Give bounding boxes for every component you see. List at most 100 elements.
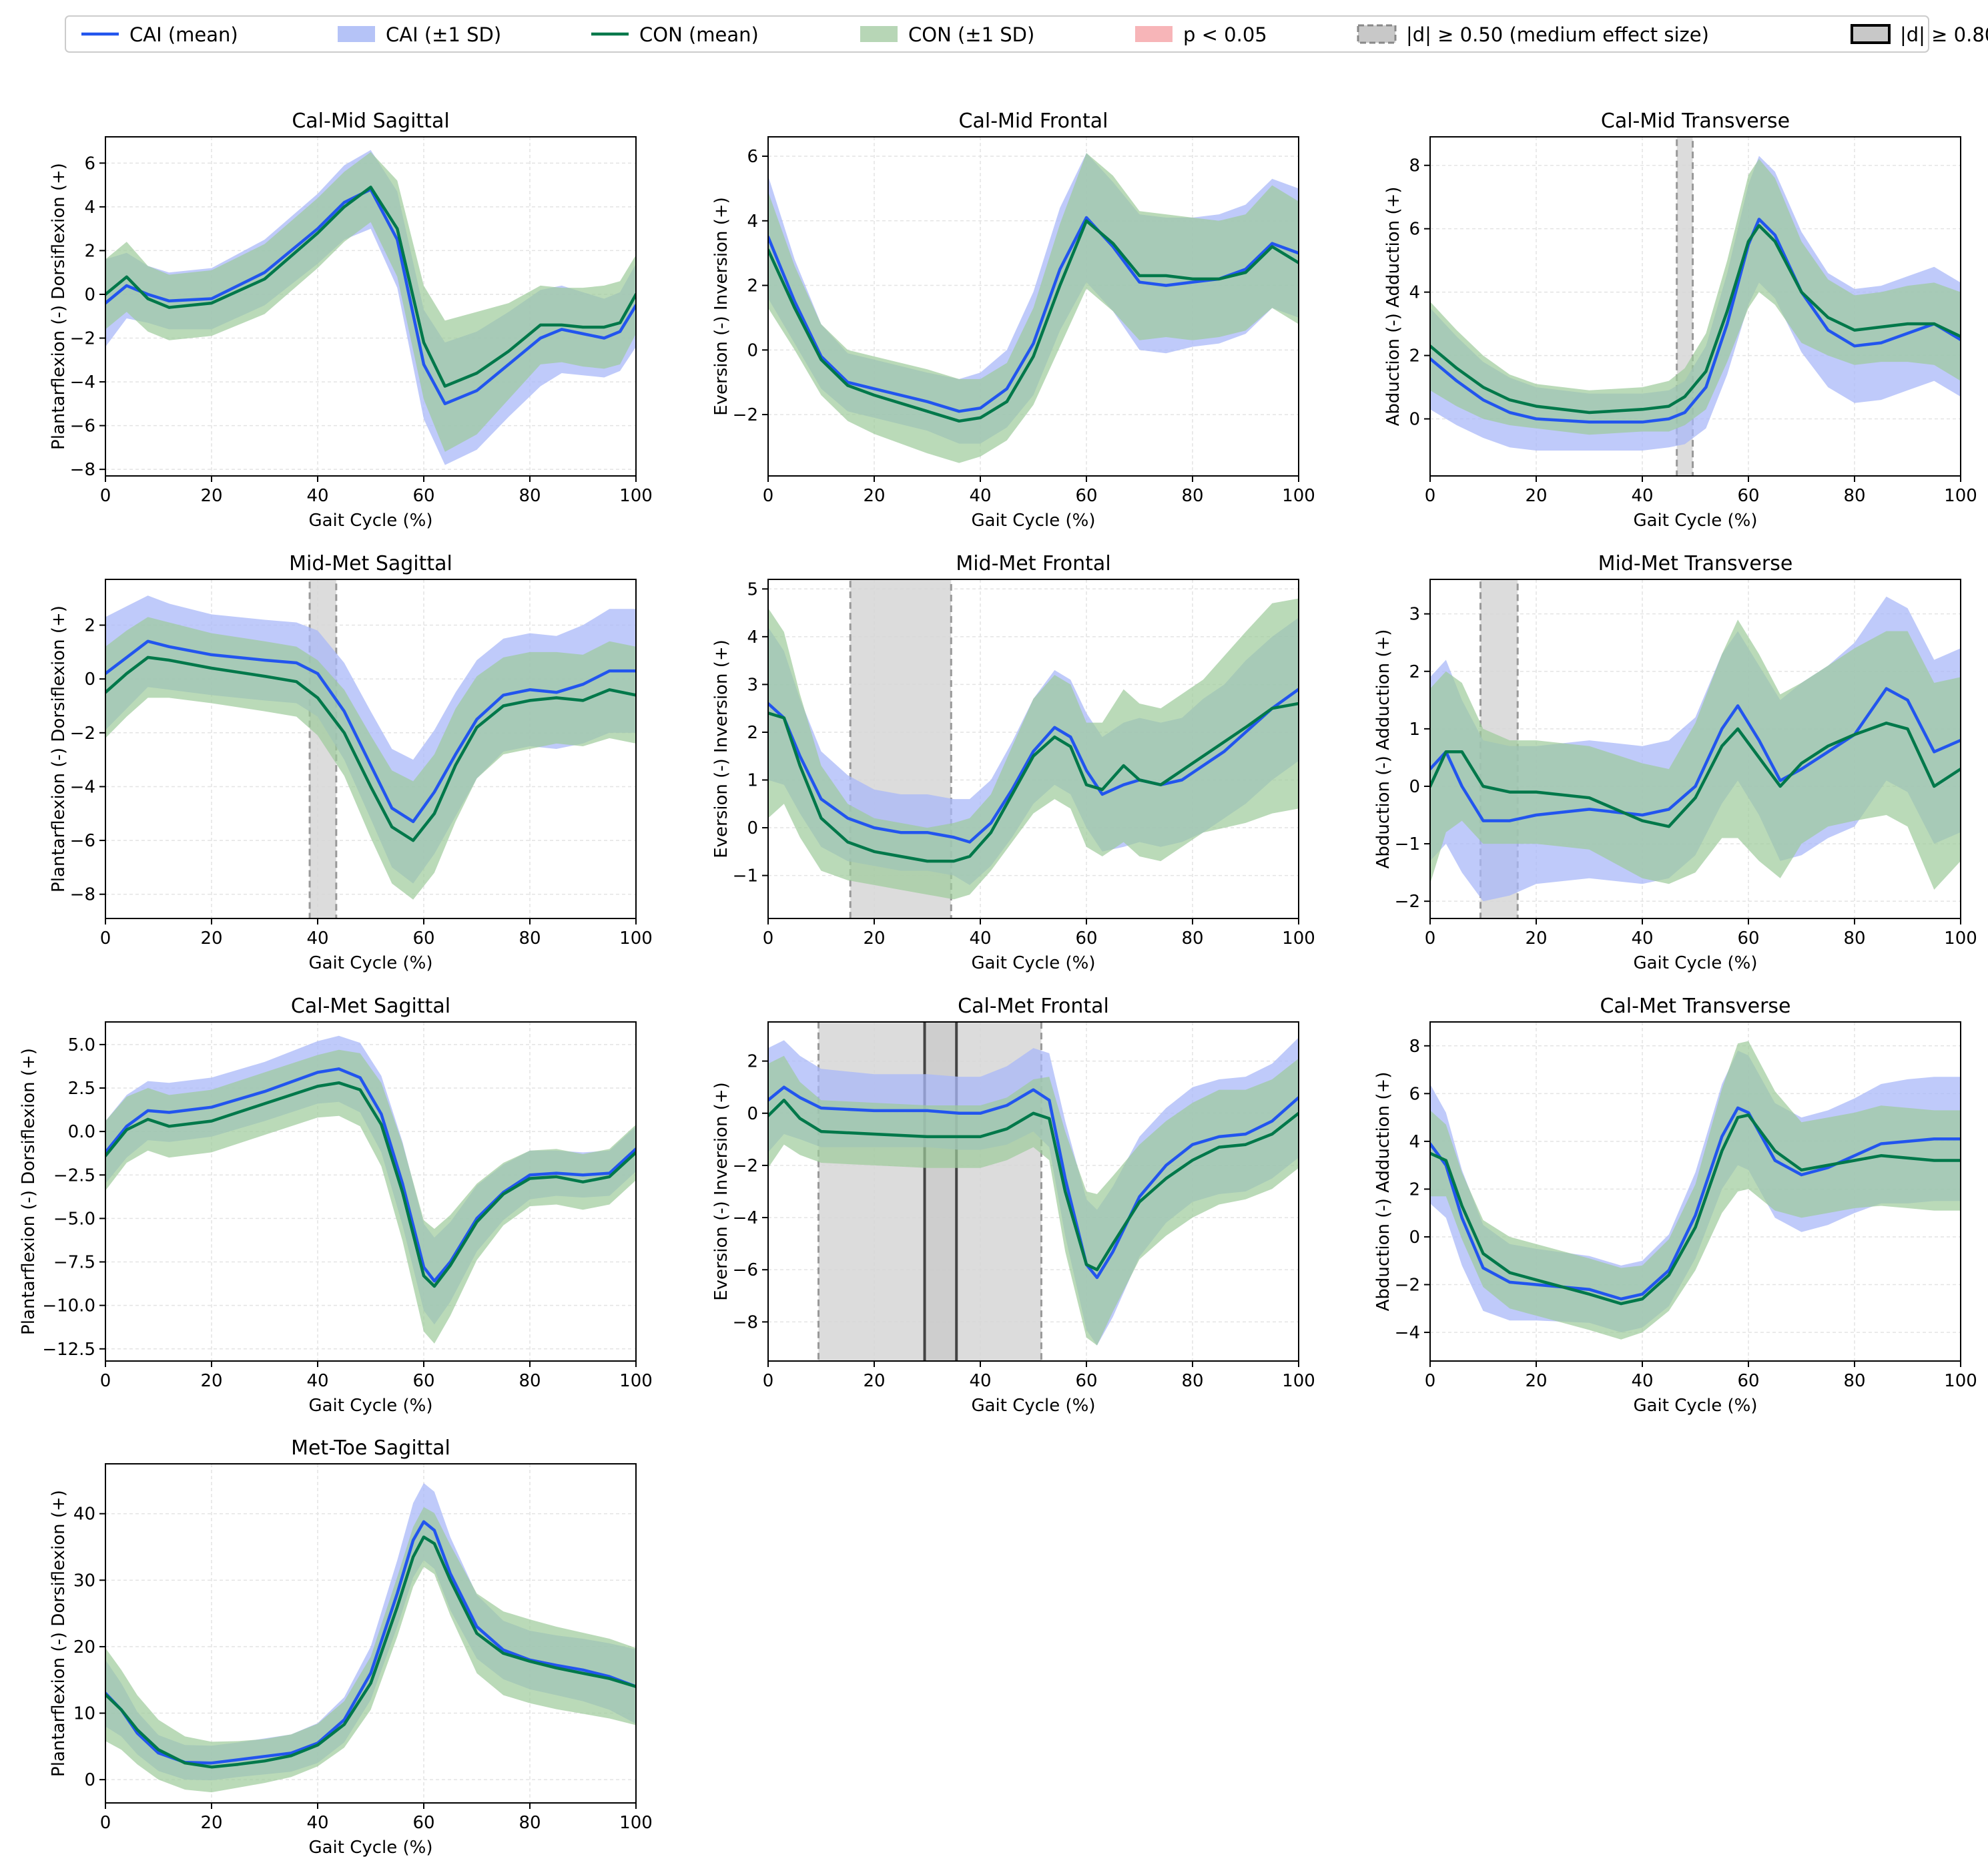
x-tick-label: 60 bbox=[1737, 486, 1759, 506]
y-tick-label: 4 bbox=[1409, 1132, 1420, 1152]
y-tick-label: 0 bbox=[84, 670, 95, 690]
y-tick-label: 40 bbox=[73, 1505, 95, 1525]
cai-mean-line bbox=[1430, 687, 1961, 822]
large-effect-region bbox=[923, 1022, 958, 1361]
legend-label: |d| ≥ 0.80 (large effect size) bbox=[1900, 23, 1988, 46]
x-axis-label: Gait Cycle (%) bbox=[308, 1396, 432, 1416]
x-axis-label: Gait Cycle (%) bbox=[308, 1838, 432, 1858]
con-mean-line bbox=[105, 186, 636, 388]
subplot-cal-mid-frontal: 0 20 40 60 80 100 −2 0 2 4 6 Cal-Mid Frontal Gait Cy… bbox=[711, 109, 1315, 531]
y-tick-label: −2.5 bbox=[53, 1165, 95, 1185]
y-tick-label: −2 bbox=[1395, 1276, 1420, 1296]
x-tick-label: 20 bbox=[200, 486, 222, 506]
y-tick-label: 10 bbox=[73, 1704, 95, 1724]
y-axis-label: Eversion (-) Inversion (+) bbox=[711, 639, 731, 858]
y-tick-label: 0 bbox=[747, 1104, 758, 1124]
axes-frame bbox=[767, 136, 1299, 477]
y-tick-label: −2 bbox=[733, 405, 758, 425]
y-axis-label: Abduction (-) Adduction (+) bbox=[1373, 629, 1393, 869]
x-tick-label: 40 bbox=[306, 1371, 328, 1391]
legend-label: CAI (±1 SD) bbox=[386, 23, 501, 46]
x-tick-label: 0 bbox=[763, 928, 774, 949]
x-tick-label: 100 bbox=[1282, 928, 1315, 949]
con-sd-band bbox=[1430, 159, 1961, 435]
legend-patch-swatch bbox=[338, 26, 375, 42]
con-sd-band bbox=[768, 598, 1299, 900]
x-tick-label: 60 bbox=[1075, 1371, 1097, 1391]
subplot-title: Mid-Met Frontal bbox=[956, 552, 1110, 575]
y-tick-label: −8 bbox=[70, 885, 95, 905]
x-axis-label: Gait Cycle (%) bbox=[971, 511, 1095, 531]
y-tick-label: 1 bbox=[1409, 720, 1420, 740]
legend-item: CON (mean) bbox=[591, 23, 759, 46]
y-tick-label: 0 bbox=[1409, 777, 1420, 797]
con-mean-line bbox=[768, 1098, 1299, 1272]
y-tick-label: 2 bbox=[747, 276, 758, 296]
subplot-title: Cal-Mid Sagittal bbox=[292, 109, 449, 133]
subplot-title: Cal-Met Sagittal bbox=[291, 995, 450, 1018]
plot-area bbox=[105, 150, 636, 465]
x-tick-label: 0 bbox=[763, 486, 774, 506]
x-tick-label: 100 bbox=[1282, 486, 1315, 506]
legend-label: CAI (mean) bbox=[129, 23, 238, 46]
y-tick-label: 4 bbox=[1409, 283, 1420, 303]
subplot-cal-met-frontal: 0 20 40 60 80 100 −8 −6 −4 −2 0 2 Cal-Met Frontal Gai… bbox=[711, 995, 1315, 1416]
x-tick-label: 60 bbox=[1737, 1371, 1759, 1391]
cai-mean-line bbox=[105, 639, 636, 824]
y-tick-label: 6 bbox=[1409, 220, 1420, 240]
y-tick-label: 4 bbox=[747, 212, 758, 232]
subplot-cal-mid-sagittal: 0 20 40 60 80 100 −8 −6 −4 −2 0 2 4 6 Cal-Mid Sagittal… bbox=[49, 109, 653, 531]
x-axis-label: Gait Cycle (%) bbox=[971, 953, 1095, 973]
plot-area bbox=[768, 153, 1299, 463]
x-tick-label: 100 bbox=[1944, 1371, 1977, 1391]
x-tick-label: 80 bbox=[519, 486, 541, 506]
subplot-mid-met-frontal: 0 20 40 60 80 100 −1 0 1 2 3 4 5 Mid-Met Frontal Gait … bbox=[711, 552, 1315, 973]
x-tick-label: 80 bbox=[1181, 928, 1203, 949]
axes-frame bbox=[1429, 579, 1961, 919]
x-tick-label: 40 bbox=[1631, 928, 1653, 949]
x-tick-label: 20 bbox=[863, 1371, 885, 1391]
axes-frame bbox=[105, 1463, 637, 1804]
y-tick-label: 2 bbox=[747, 1052, 758, 1072]
subplot-cal-met-transverse: 0 20 40 60 80 100 −4 −2 0 2 4 6 8 Cal-Met Transverse G… bbox=[1373, 995, 1977, 1416]
x-tick-label: 40 bbox=[306, 928, 328, 949]
x-tick-label: 20 bbox=[863, 928, 885, 949]
y-tick-label: −8 bbox=[70, 460, 95, 480]
subplot-title: Cal-Mid Transverse bbox=[1601, 109, 1790, 133]
y-tick-label: 2 bbox=[1409, 1179, 1420, 1199]
x-tick-label: 80 bbox=[519, 1813, 541, 1833]
axes-frame bbox=[105, 136, 637, 477]
y-tick-label: 0 bbox=[1409, 410, 1420, 430]
y-axis-label: Eversion (-) Inversion (+) bbox=[711, 197, 731, 416]
x-tick-label: 100 bbox=[1944, 486, 1977, 506]
subplot-title: Mid-Met Transverse bbox=[1598, 552, 1793, 575]
con-sd-band bbox=[105, 1049, 636, 1344]
y-tick-label: −4 bbox=[1395, 1323, 1420, 1343]
y-tick-label: −1 bbox=[1395, 834, 1420, 854]
x-tick-label: 100 bbox=[619, 928, 653, 949]
x-tick-label: 60 bbox=[1075, 928, 1097, 949]
axes-frame bbox=[767, 1021, 1299, 1362]
subplot-title: Cal-Met Transverse bbox=[1600, 995, 1790, 1018]
con-mean-line bbox=[768, 702, 1299, 863]
y-tick-label: −5.0 bbox=[53, 1209, 95, 1229]
x-tick-label: 60 bbox=[412, 1371, 434, 1391]
cai-mean-line bbox=[768, 1085, 1299, 1280]
subplot-title: Cal-Mid Frontal bbox=[959, 109, 1108, 133]
y-tick-label: −8 bbox=[733, 1312, 758, 1332]
plot-area bbox=[1430, 579, 1961, 918]
legend-item: p < 0.05 bbox=[1135, 23, 1267, 46]
cai-mean-line bbox=[1430, 218, 1961, 424]
x-tick-label: 80 bbox=[1181, 1371, 1203, 1391]
x-tick-label: 100 bbox=[619, 486, 653, 506]
plot-area bbox=[1430, 1041, 1961, 1340]
y-tick-label: −2 bbox=[70, 329, 95, 349]
y-tick-label: −10.0 bbox=[42, 1296, 95, 1316]
cai-mean-line bbox=[105, 188, 636, 406]
y-tick-label: 2.5 bbox=[68, 1079, 95, 1099]
y-tick-label: −1 bbox=[733, 866, 758, 886]
x-tick-label: 0 bbox=[100, 928, 111, 949]
y-tick-label: 0 bbox=[747, 818, 758, 838]
x-tick-label: 20 bbox=[200, 928, 222, 949]
cai-sd-band bbox=[1430, 156, 1961, 451]
